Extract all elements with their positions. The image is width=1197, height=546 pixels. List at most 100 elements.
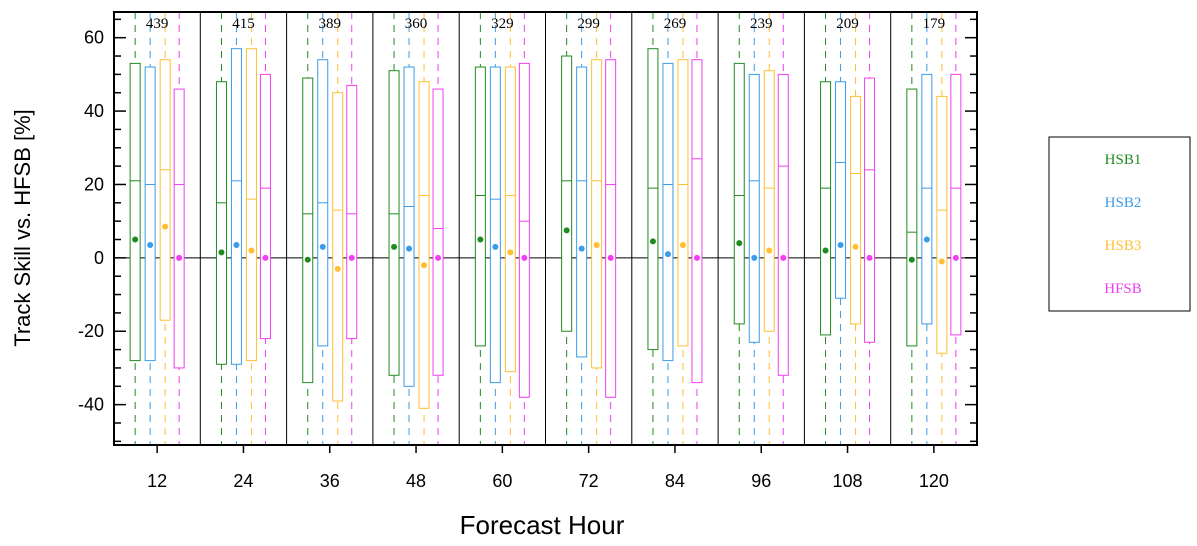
box	[748, 73, 760, 343]
box	[518, 62, 530, 398]
x-tick-label: 36	[320, 471, 340, 491]
x-tick-label: 60	[492, 471, 512, 491]
box	[864, 77, 876, 343]
y-tick-label: 40	[84, 101, 104, 121]
mean-marker	[736, 240, 743, 247]
box	[144, 66, 156, 362]
mean-marker	[664, 251, 671, 258]
box	[906, 88, 918, 347]
box	[576, 66, 588, 358]
legend-entry: HFSB	[1104, 281, 1142, 297]
sample-count-label: 415	[232, 16, 255, 32]
box	[332, 92, 344, 402]
box	[302, 77, 314, 384]
y-tick-label: -20	[78, 321, 104, 341]
box	[561, 55, 573, 332]
y-tick-label: 60	[84, 28, 104, 48]
box	[504, 66, 516, 373]
mean-marker	[837, 242, 844, 249]
mean-marker	[852, 243, 859, 250]
y-tick-label: 20	[84, 174, 104, 194]
sample-count-label: 439	[146, 16, 169, 32]
x-tick-label: 120	[919, 471, 949, 491]
mean-marker	[132, 236, 139, 243]
mean-marker	[262, 254, 269, 261]
box	[346, 84, 358, 340]
box	[691, 59, 703, 384]
y-tick-label: -40	[78, 395, 104, 415]
box	[605, 59, 617, 398]
mean-marker	[578, 245, 585, 252]
mean-marker	[319, 243, 326, 250]
mean-marker	[938, 258, 945, 265]
mean-marker	[521, 254, 528, 261]
box	[474, 66, 486, 347]
box	[159, 59, 171, 321]
sample-count-label: 179	[923, 16, 946, 32]
box	[850, 95, 862, 325]
x-axis-label: Forecast Hour	[460, 510, 625, 540]
x-tick-label: 12	[147, 471, 167, 491]
plot-frame	[113, 11, 978, 446]
y-axis-ticks: -40 -20 0 20 40 60	[78, 18, 977, 443]
sample-count-label: 329	[491, 16, 514, 32]
legend-entry: HSB2	[1105, 195, 1142, 211]
mean-marker	[923, 236, 930, 243]
box	[777, 73, 789, 376]
mean-marker	[162, 223, 169, 230]
mean-marker	[766, 247, 773, 254]
mean-marker	[176, 254, 183, 261]
mean-marker	[679, 242, 686, 249]
box	[418, 81, 430, 409]
mean-marker	[218, 249, 225, 256]
x-tick-label: 108	[833, 471, 863, 491]
legend-box	[1048, 136, 1191, 312]
mean-marker	[348, 254, 355, 261]
box	[820, 81, 832, 336]
box	[129, 62, 141, 362]
mean-marker	[693, 254, 700, 261]
mean-marker	[751, 254, 758, 261]
box	[835, 81, 847, 299]
box	[403, 66, 415, 387]
mean-marker	[492, 243, 499, 250]
box	[733, 62, 745, 325]
box	[245, 48, 257, 362]
mean-marker	[908, 256, 915, 263]
box	[647, 48, 659, 351]
mean-marker	[507, 249, 514, 256]
sample-count-label: 209	[836, 16, 859, 32]
box	[677, 59, 689, 347]
mean-marker	[866, 254, 873, 261]
mean-marker	[593, 242, 600, 249]
box	[215, 81, 227, 365]
mean-marker	[406, 245, 413, 252]
plot-area: 439 415 389 360 329 299 269 239 209 179	[113, 11, 978, 446]
mean-marker	[248, 247, 255, 254]
mean-marker	[391, 243, 398, 250]
sample-count-label: 239	[750, 16, 773, 32]
mean-marker	[421, 262, 428, 269]
x-tick-label: 72	[579, 471, 599, 491]
box	[230, 48, 242, 365]
mean-marker	[563, 227, 570, 234]
x-tick-label: 48	[406, 471, 426, 491]
mean-marker	[952, 254, 959, 261]
mean-marker	[780, 254, 787, 261]
legend-entry: HSB3	[1105, 238, 1142, 254]
mean-marker	[334, 265, 341, 272]
box	[921, 73, 933, 325]
mean-marker	[477, 236, 484, 243]
mean-marker	[607, 254, 614, 261]
box	[432, 88, 444, 376]
x-tick-label: 24	[233, 471, 253, 491]
sample-count-label: 269	[664, 16, 687, 32]
sample-count-label: 389	[319, 16, 342, 32]
box	[936, 95, 948, 354]
legend-entry: HSB1	[1105, 152, 1142, 168]
mean-marker	[233, 242, 240, 249]
box	[591, 59, 603, 369]
y-axis-label: Track Skill vs. HFSB [%]	[10, 109, 35, 347]
mean-marker	[147, 242, 154, 249]
